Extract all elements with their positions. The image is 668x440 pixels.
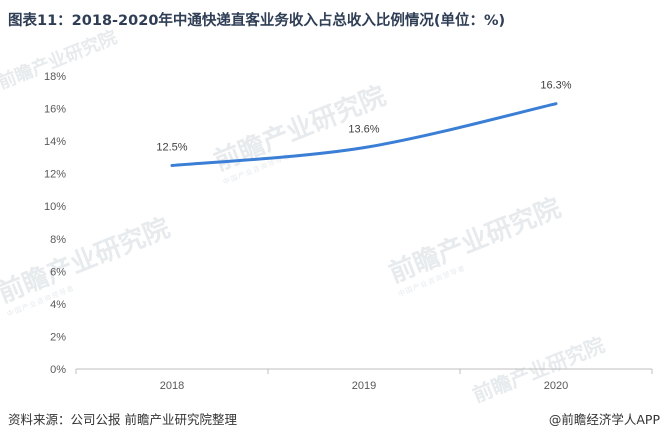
chart-title: 图表11：2018-2020年中通快递直客业务收入占总收入比例情况(单位：%): [8, 13, 506, 29]
y-tick-label: 12%: [44, 169, 66, 181]
y-tick-label: 4%: [50, 299, 66, 311]
x-axis: 2018 2019 2020: [75, 369, 653, 392]
data-label: 13.6%: [348, 124, 379, 136]
y-tick-label: 0%: [50, 364, 66, 376]
y-tick-label: 10%: [44, 201, 66, 213]
y-axis: 0% 2% 4% 6% 8% 10% 12% 14% 16% 18%: [44, 71, 66, 376]
data-label: 16.3%: [540, 80, 571, 92]
series-line: [170, 102, 558, 168]
brand-credit: @前瞻经济学人APP: [548, 412, 660, 427]
x-tick-label: 2019: [352, 380, 376, 392]
y-tick-label: 6%: [50, 266, 66, 278]
x-tick-label: 2018: [160, 380, 184, 392]
x-tick-label: 2020: [544, 380, 568, 392]
y-tick-label: 16%: [44, 104, 66, 116]
source-note: 资料来源：公司公报 前瞻产业研究院整理: [8, 412, 237, 427]
y-tick-label: 2%: [50, 331, 66, 343]
data-label: 12.5%: [156, 142, 187, 154]
y-tick-label: 8%: [50, 234, 66, 246]
y-tick-label: 14%: [44, 136, 66, 148]
data-labels: 12.5% 13.6% 16.3%: [156, 80, 571, 154]
y-tick-label: 18%: [44, 71, 66, 83]
